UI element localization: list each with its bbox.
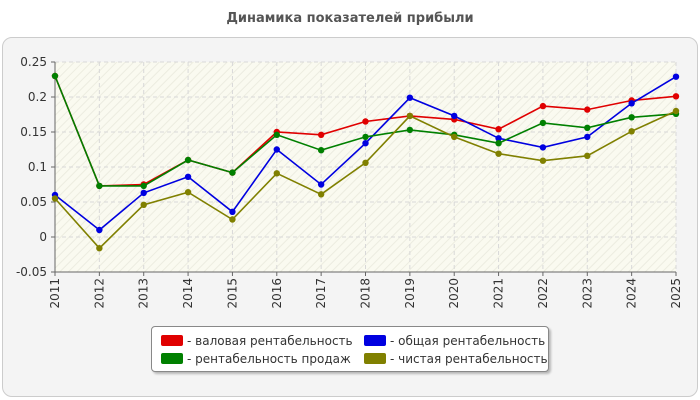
y-tick-label: 0.05: [20, 195, 47, 209]
data-point: [362, 140, 369, 147]
x-tick-label: 2022: [536, 278, 550, 309]
data-point: [273, 146, 280, 153]
legend-item-net: - чистая рентабельность: [364, 351, 548, 367]
data-point: [406, 112, 414, 120]
data-point: [628, 128, 635, 135]
data-point: [672, 107, 680, 115]
legend-swatch: [161, 335, 183, 346]
data-point: [317, 147, 325, 154]
legend-swatch: [364, 335, 386, 346]
legend-item-gross: - валовая рентабельность: [161, 333, 353, 349]
data-point: [229, 216, 236, 223]
data-point: [51, 72, 59, 80]
data-point: [96, 245, 103, 252]
data-point: [539, 157, 547, 164]
legend-label: - общая рентабельность: [390, 334, 546, 348]
legend-swatch: [161, 353, 183, 364]
y-tick-labels: 0.25 0.2 0.15 0.1 0.05 0 -0.05: [16, 55, 47, 279]
data-point: [539, 119, 547, 127]
data-point: [362, 118, 369, 125]
y-tick-label: 0.15: [20, 125, 47, 139]
x-tick-label: 2019: [403, 278, 417, 309]
data-point: [539, 102, 547, 110]
x-tick-label: 2021: [492, 278, 506, 309]
data-point: [628, 100, 635, 107]
data-point: [184, 189, 192, 196]
data-point: [672, 73, 680, 80]
data-point: [96, 182, 103, 190]
data-point: [273, 131, 280, 138]
data-point: [184, 173, 192, 180]
data-point: [495, 135, 502, 142]
y-tick-label: 0: [39, 230, 47, 244]
x-tick-label: 2020: [447, 278, 461, 309]
x-tick-label: 2014: [181, 278, 195, 309]
data-point: [362, 133, 369, 141]
x-tick-label: 2017: [314, 278, 328, 309]
data-point: [451, 112, 458, 120]
axes: [51, 61, 677, 276]
data-point: [672, 93, 680, 100]
x-tick-label: 2016: [270, 278, 284, 309]
data-point: [96, 226, 103, 234]
data-point: [584, 152, 591, 159]
y-tick-label: 0.25: [20, 55, 47, 69]
legend-swatch: [364, 353, 386, 364]
legend-item-overall: - общая рентабельность: [364, 333, 545, 349]
data-point: [317, 131, 325, 138]
data-point: [495, 126, 502, 133]
legend-item-sales: - рентабельность продаж: [161, 351, 351, 367]
data-point: [273, 170, 280, 177]
data-point: [317, 181, 325, 188]
x-tick-label: 2011: [48, 278, 62, 309]
data-point: [229, 169, 236, 176]
x-tick-labels: 2011 2012 2013 2014 2015 2016 2017 2018 2019 2020…: [48, 278, 683, 309]
data-point: [317, 191, 325, 198]
data-point: [539, 144, 547, 151]
series: [51, 72, 680, 252]
x-tick-label: 2013: [137, 278, 151, 309]
data-point: [51, 195, 59, 202]
data-point: [406, 126, 414, 134]
legend-label: - валовая рентабельность: [187, 334, 353, 348]
data-point: [495, 150, 502, 157]
data-point: [628, 114, 635, 121]
x-tick-label: 2012: [92, 278, 106, 309]
data-point: [140, 201, 147, 208]
data-point: [229, 208, 236, 215]
data-point: [140, 189, 147, 197]
data-point: [451, 133, 458, 141]
x-tick-label: 2018: [359, 278, 373, 309]
data-point: [584, 124, 591, 131]
data-point: [406, 94, 414, 101]
data-point: [495, 140, 502, 147]
x-tick-label: 2015: [225, 278, 239, 309]
data-point: [584, 133, 591, 141]
y-tick-label: -0.05: [16, 265, 47, 279]
data-point: [184, 156, 192, 164]
chart-title: Динамика показателей прибыли: [226, 11, 474, 26]
x-tick-label: 2025: [669, 278, 683, 309]
x-tick-label: 2024: [625, 278, 639, 309]
legend-label: - рентабельность продаж: [187, 352, 351, 366]
data-point: [140, 182, 147, 190]
y-tick-label: 0.2: [28, 90, 47, 104]
legend: - валовая рентабельность - общая рентабе…: [151, 326, 549, 372]
legend-label: - чистая рентабельность: [390, 352, 548, 366]
y-tick-label: 0.1: [28, 160, 47, 174]
x-tick-label: 2023: [580, 278, 594, 309]
data-point: [584, 106, 591, 113]
data-point: [362, 159, 369, 166]
